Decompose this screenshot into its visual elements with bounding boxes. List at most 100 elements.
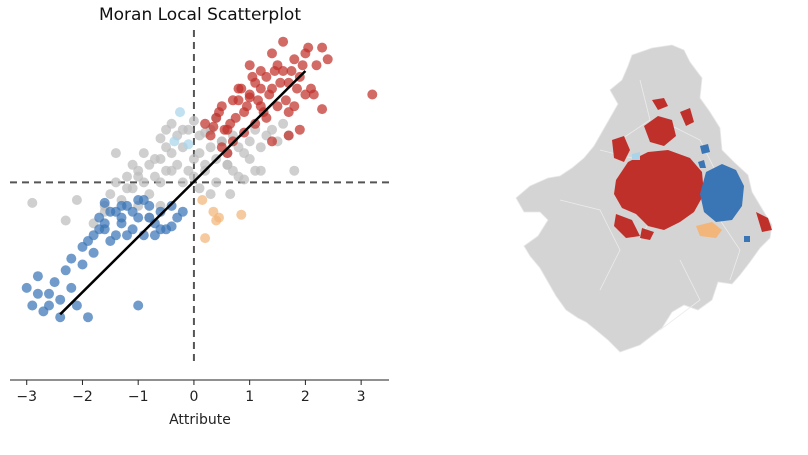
regression-line [59,70,307,316]
point-hot-spot [311,60,322,71]
point-not-significant [239,174,250,185]
x-tick-label: 3 [357,389,366,405]
point-hot-spot [250,118,261,129]
point-hot-spot [255,83,266,94]
x-tick-label: 2 [301,389,310,405]
point-hot-spot [294,124,305,135]
point-hot-spot [317,42,328,53]
point-not-significant [255,142,266,153]
point-cold-spot [66,282,77,293]
point-hot-spot [292,83,302,94]
point-cold-spot [77,241,88,252]
point-not-significant [225,189,236,200]
point-hot-spot [267,48,277,59]
point-not-significant [71,195,82,205]
point-hot-spot [261,112,272,123]
point-diamond [183,139,194,150]
doughnut-areas [696,222,722,238]
point-not-significant [105,189,116,200]
point-hot-spot [241,101,252,112]
point-cold-spot [44,288,54,299]
series-diamond [169,107,194,150]
x-tick-label: −1 [128,389,149,405]
point-not-significant [161,142,172,153]
point-not-significant [166,165,177,176]
point-hot-spot [244,92,255,103]
point-diamond [175,107,185,118]
point-hot-spot [200,118,211,129]
point-hot-spot [205,130,216,141]
point-hot-spot [253,95,263,106]
point-hot-spot [275,77,286,88]
x-tick-label: −3 [16,389,37,405]
point-not-significant [177,124,188,135]
point-cold-spot [21,282,32,293]
diamond-areas [632,152,640,160]
point-not-significant [188,115,199,126]
x-axis-label: Attribute [169,412,231,428]
x-tick-label: 0 [189,389,198,405]
points-layer [21,36,378,323]
point-cold-spot [44,300,54,311]
point-hot-spot [255,66,266,76]
point-cold-spot [155,206,166,217]
point-not-significant [127,159,138,170]
point-not-significant [27,197,38,208]
point-not-significant [194,148,205,159]
point-cold-spot [60,265,71,276]
point-hot-spot [225,118,236,129]
series-cold-spot [21,195,188,323]
point-cold-spot [66,253,77,264]
point-hot-spot [283,130,294,141]
point-doughnut [197,195,208,205]
point-hot-spot [264,89,275,100]
point-hot-spot [214,107,224,118]
point-cold-spot [116,212,127,223]
point-not-significant [110,148,121,159]
point-not-significant [110,177,121,188]
x-tick-label: 1 [245,389,254,405]
point-cold-spot [105,236,116,246]
point-not-significant [278,118,289,129]
point-hot-spot [286,66,297,76]
point-not-significant [205,142,216,153]
fit-line-layer [59,70,307,316]
point-cold-spot [144,212,155,223]
point-doughnut [236,209,247,220]
point-hot-spot [272,101,283,112]
point-cold-spot [55,312,66,323]
point-hot-spot [244,60,255,71]
point-hot-spot [280,95,291,106]
hot-spot-areas [612,98,772,240]
point-not-significant [133,171,144,182]
point-cold-spot [88,247,99,258]
point-cold-spot [49,277,60,288]
point-not-significant [161,124,172,135]
point-cold-spot [94,224,105,235]
point-hot-spot [267,136,277,147]
point-hot-spot [317,104,328,115]
point-not-significant [122,183,132,194]
chart-title: Moran Local Scatterplot [99,5,301,25]
point-cold-spot [55,294,66,305]
point-cold-spot [177,206,188,217]
point-hot-spot [308,89,319,100]
point-not-significant [244,136,255,147]
point-not-significant [177,177,188,188]
cold-spot-areas [698,144,750,242]
x-tick-label: −2 [72,389,93,405]
point-hot-spot [367,89,378,100]
point-cold-spot [99,197,110,208]
point-not-significant [211,177,222,188]
point-cold-spot [71,300,82,311]
point-hot-spot [289,101,300,112]
point-not-significant [244,154,255,164]
point-not-significant [194,183,205,194]
point-hot-spot [289,54,300,65]
point-not-significant [60,215,71,226]
point-cold-spot [127,206,138,217]
point-not-significant [205,189,216,200]
reference-lines [10,30,389,362]
